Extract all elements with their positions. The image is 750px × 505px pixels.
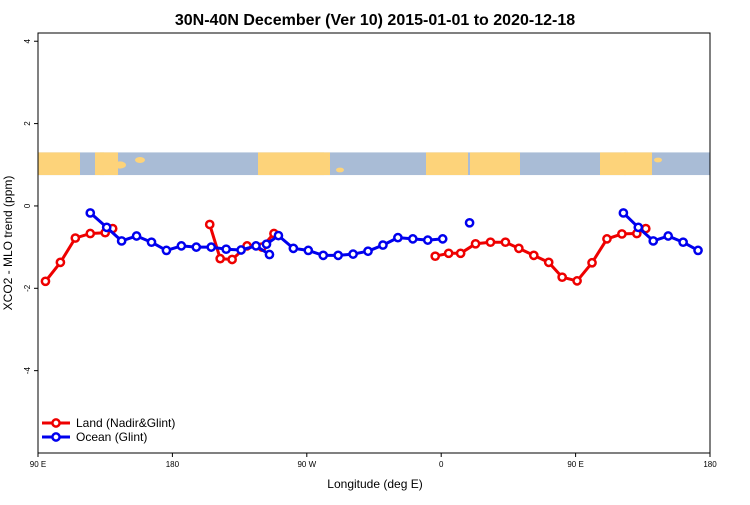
data-point: [85, 208, 96, 218]
data-point: [618, 208, 629, 218]
data-point: [543, 257, 554, 268]
data-point: [318, 250, 329, 261]
legend-marker: [51, 432, 61, 442]
data-point: [236, 245, 246, 255]
map-land: [600, 152, 626, 176]
data-point: [146, 237, 157, 248]
x-axis-label: Longitude (deg E): [327, 477, 422, 491]
legend: Land (Nadir&Glint)Ocean (Glint): [42, 416, 175, 444]
data-point: [648, 236, 659, 246]
data-point: [528, 250, 539, 261]
data-point: [500, 237, 511, 248]
y-axis: 4 2 0 -2 -4: [23, 38, 38, 374]
world-map-band: [38, 152, 710, 176]
map-island: [336, 167, 344, 173]
map-land: [38, 152, 80, 176]
data-point: [206, 242, 217, 252]
map-land: [95, 152, 104, 176]
map-island: [654, 157, 662, 163]
data-point: [378, 240, 388, 250]
data-point: [485, 237, 496, 248]
data-point: [514, 243, 524, 254]
series-ocean: [85, 208, 703, 261]
data-point: [227, 254, 237, 265]
data-point: [333, 250, 344, 261]
data-point: [633, 222, 644, 233]
data-point: [251, 241, 261, 251]
data-point: [176, 241, 187, 251]
data-point: [602, 234, 612, 244]
map-island: [135, 157, 145, 163]
data-point: [215, 253, 226, 264]
data-point: [221, 244, 232, 255]
series-layer: [40, 208, 703, 287]
data-point: [693, 245, 703, 256]
x-tick-label: 90 E: [30, 460, 46, 469]
y-tick-label: 2: [23, 121, 32, 126]
y-tick-label: 4: [23, 38, 32, 43]
data-point: [264, 249, 275, 260]
legend-label: Ocean (Glint): [76, 430, 147, 444]
data-point: [678, 237, 688, 248]
map-island: [634, 164, 646, 172]
x-tick-label: 0: [439, 460, 444, 469]
series-line: [434, 227, 647, 283]
data-point: [55, 257, 66, 268]
series-land: [40, 219, 651, 287]
data-point: [363, 246, 373, 257]
data-point: [663, 231, 674, 241]
map-land: [100, 152, 118, 176]
data-point: [464, 217, 475, 228]
legend-label: Land (Nadir&Glint): [76, 416, 175, 430]
data-point: [422, 235, 433, 245]
map-land: [300, 152, 324, 176]
data-point: [70, 233, 81, 243]
data-point: [393, 232, 403, 243]
data-point: [204, 219, 215, 230]
data-point: [443, 248, 454, 259]
data-point: [191, 242, 202, 252]
data-point: [116, 236, 127, 246]
data-point: [131, 231, 142, 241]
data-point: [40, 276, 51, 287]
map-island: [114, 161, 126, 169]
data-point: [407, 234, 418, 244]
data-point: [261, 239, 272, 250]
data-point: [587, 257, 597, 268]
x-tick-label: 90 W: [297, 460, 316, 469]
map-ocean: [38, 152, 710, 176]
map-land: [624, 152, 652, 176]
y-tick-label: 0: [23, 203, 32, 208]
data-point: [470, 238, 481, 249]
data-point: [303, 245, 314, 256]
x-tick-label: 90 E: [567, 460, 583, 469]
data-point: [161, 245, 172, 256]
y-tick-label: -2: [23, 284, 32, 292]
data-point: [572, 276, 582, 286]
data-point: [288, 243, 299, 254]
y-tick-label: -4: [23, 367, 32, 375]
data-point: [437, 234, 448, 244]
chart-title: 30N-40N December (Ver 10) 2015-01-01 to …: [175, 12, 575, 29]
x-tick-label: 180: [703, 460, 717, 469]
data-point: [617, 229, 627, 239]
data-point: [273, 230, 284, 241]
data-point: [101, 222, 112, 233]
data-point: [85, 228, 96, 239]
y-axis-label: XCO2 - MLO trend (ppm): [1, 176, 15, 311]
legend-marker: [51, 418, 61, 428]
map-land: [426, 152, 468, 176]
x-axis: 90 E 180 90 W 0 90 E 180: [30, 453, 717, 469]
x-tick-label: 180: [166, 460, 180, 469]
data-point: [348, 249, 358, 259]
data-point: [557, 272, 568, 283]
data-point: [455, 248, 466, 259]
data-point: [430, 251, 441, 262]
map-island: [439, 169, 449, 175]
map-land: [480, 152, 500, 176]
plot-frame: [37, 32, 711, 454]
